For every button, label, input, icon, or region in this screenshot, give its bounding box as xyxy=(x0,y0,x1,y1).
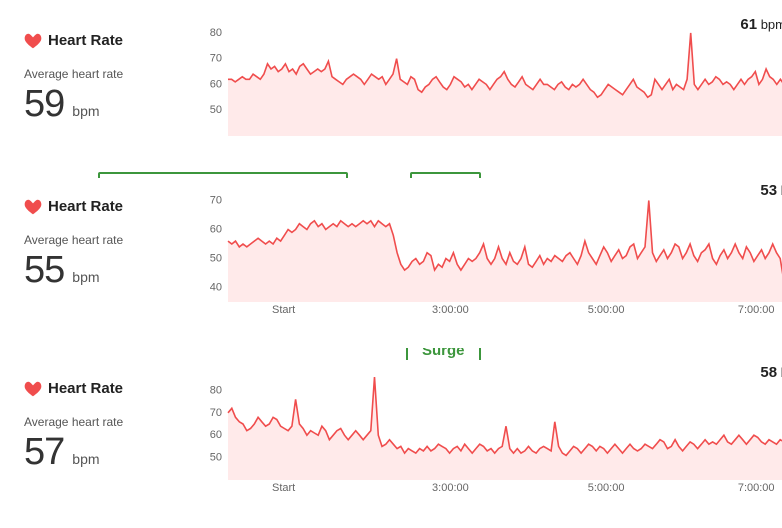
svg-text:60: 60 xyxy=(210,224,222,236)
chart-left-panel: Heart Rate Average heart rate 59 bpm xyxy=(8,12,202,138)
average-label: Average heart rate xyxy=(24,415,194,429)
x-axis: Start 3:00:00 5:00:00 7:00:00 xyxy=(228,480,782,498)
plot-area: 58 bpm 50607080 Start3:00:005:00:007:00:… xyxy=(202,360,782,500)
plot-area: 53 bpm 40506070 Start3:00:005:00:007:00:… xyxy=(202,178,782,322)
svg-text:70: 70 xyxy=(210,407,222,419)
average-label: Average heart rate xyxy=(24,233,194,247)
svg-text:50: 50 xyxy=(210,253,222,265)
chart-title: Heart Rate xyxy=(48,380,123,397)
svg-text:60: 60 xyxy=(210,429,222,441)
x-tick-label: 5:00:00 xyxy=(588,304,625,316)
chart-card-blaze: Heart Rate Average heart rate 55 bpm 53 … xyxy=(8,178,774,348)
page-container: { "layout": { "page_w": 782, "page_h": 5… xyxy=(0,0,782,528)
svg-text:70: 70 xyxy=(210,195,222,207)
x-tick-label: Start xyxy=(272,304,295,316)
average-value: 55 xyxy=(24,249,64,292)
x-tick-label: Start xyxy=(272,482,295,494)
chart-title: Heart Rate xyxy=(48,198,123,215)
line-chart: 50 60 70 80 xyxy=(206,368,782,480)
chart-left-panel: Heart Rate Average heart rate 55 bpm xyxy=(8,178,202,322)
average-unit: bpm xyxy=(72,103,99,119)
chart-card-surge: Heart Rate Average heart rate 57 bpm 58 … xyxy=(8,360,774,524)
svg-text:50: 50 xyxy=(210,452,222,464)
svg-text:50: 50 xyxy=(210,104,222,116)
svg-text:80: 80 xyxy=(210,27,222,39)
heart-icon xyxy=(24,381,42,397)
heart-icon xyxy=(24,33,42,49)
line-chart: 50 60 70 80 xyxy=(206,20,782,136)
chart-card-charge: Heart Rate Average heart rate 59 bpm 61 … xyxy=(8,12,774,160)
average-value: 57 xyxy=(24,431,64,474)
svg-text:70: 70 xyxy=(210,53,222,65)
average-unit: bpm xyxy=(72,451,99,467)
x-tick-label: 7:00:00 xyxy=(738,304,775,316)
line-chart: 40 50 60 70 xyxy=(206,186,782,302)
svg-text:80: 80 xyxy=(210,384,222,396)
average-label: Average heart rate xyxy=(24,67,194,81)
svg-text:60: 60 xyxy=(210,78,222,90)
svg-text:40: 40 xyxy=(210,282,222,294)
heart-icon xyxy=(24,199,42,215)
plot-area: 61 bpm 50607080 xyxy=(202,12,782,138)
x-tick-label: 5:00:00 xyxy=(588,482,625,494)
x-axis: Start 3:00:00 5:00:00 7:00:00 xyxy=(228,302,782,320)
chart-title: Heart Rate xyxy=(48,32,123,49)
chart-left-panel: Heart Rate Average heart rate 57 bpm xyxy=(8,360,202,500)
average-value: 59 xyxy=(24,83,64,126)
x-tick-label: 3:00:00 xyxy=(432,304,469,316)
x-tick-label: 7:00:00 xyxy=(738,482,775,494)
average-unit: bpm xyxy=(72,269,99,285)
x-tick-label: 3:00:00 xyxy=(432,482,469,494)
